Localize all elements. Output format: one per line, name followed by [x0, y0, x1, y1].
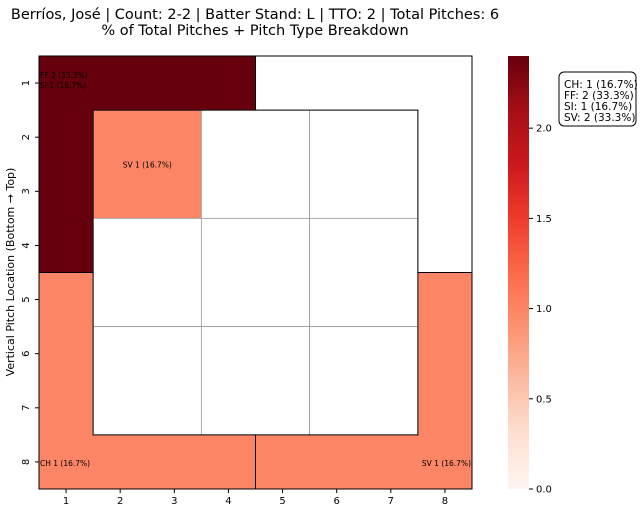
chart-title: Berríos, José | Count: 2-2 | Batter Stan…: [11, 7, 499, 23]
legend-entry-3: SV: 2 (33.3%): [564, 112, 635, 124]
x-tick-label-7: 7: [388, 496, 394, 507]
zone-label-bottom-left-outer-0: CH 1 (16.7%): [40, 459, 90, 468]
legend-entry-0: CH: 1 (16.7%): [564, 79, 638, 91]
strike-zone-border: [92, 109, 419, 436]
x-tick-label-3: 3: [171, 496, 177, 507]
y-axis: 1 2 3 4 5 6 7 8: [21, 80, 39, 465]
zone-label-bottom-right-outer-0: SV 1 (16.7%): [422, 459, 471, 468]
colorbar-axis: 0.0 0.5 1.0 1.5 2.0: [529, 124, 552, 496]
colorbar: [508, 56, 529, 489]
y-tick-label-8: 8: [21, 459, 32, 465]
inner-zone-r2c3: [309, 217, 419, 328]
zone-label-top-left-outer-0: FF 2 (33.3%): [40, 71, 88, 80]
colorbar-tick-label-0.0: 0.0: [536, 485, 552, 496]
inner-zone-r3c2: [200, 326, 311, 436]
y-tick-label-5: 5: [21, 296, 32, 302]
x-tick-label-6: 6: [334, 496, 340, 507]
inner-zone-r3c1: [92, 326, 202, 436]
legend-entry-2: SI: 1 (16.7%): [564, 101, 632, 113]
inner-zone-r1c3: [309, 109, 419, 219]
y-tick-label-1: 1: [21, 80, 32, 86]
chart-subtitle: % of Total Pitches + Pitch Type Breakdow…: [101, 23, 408, 39]
zone-label-top-left-outer-1: SI 1 (16.7%): [40, 81, 86, 90]
colorbar-tick-label-2.0: 2.0: [536, 124, 552, 135]
legend-box: [558, 71, 637, 127]
legend-entry-1: FF: 2 (33.3%): [564, 90, 634, 102]
colorbar-tick-label-1.5: 1.5: [536, 214, 552, 225]
y-tick-label-3: 3: [21, 188, 32, 194]
x-tick-label-1: 1: [63, 496, 69, 507]
inner-zones: [92, 109, 419, 436]
y-tick-label-6: 6: [21, 351, 32, 357]
y-axis-label: Vertical Pitch Location (Bottom → Top): [4, 168, 17, 377]
inner-zone-r1c2: [200, 109, 311, 219]
x-tick-label-2: 2: [117, 496, 123, 507]
legend-entries: CH: 1 (16.7%)FF: 2 (33.3%)SI: 1 (16.7%)S…: [564, 79, 638, 124]
colorbar-tick-label-1.0: 1.0: [536, 304, 552, 315]
y-tick-label-7: 7: [21, 405, 32, 411]
x-tick-label-4: 4: [225, 496, 231, 507]
inner-zone-r3c3: [309, 326, 419, 436]
inner-zone-r2c1: [92, 217, 202, 328]
x-tick-label-5: 5: [279, 496, 285, 507]
x-tick-label-8: 8: [442, 496, 448, 507]
zone-labels: FF 2 (33.3%)SI 1 (16.7%) CH 1 (16.7%) SV 1…: [40, 71, 471, 468]
y-tick-label-2: 2: [21, 134, 32, 140]
plot-frame: [38, 55, 473, 490]
inner-zone-r2c2: [200, 217, 311, 328]
inner-zone-label-r1c1: SV 1 (16.7%): [123, 160, 172, 169]
x-axis: 1 2 3 4 5 6 7 8: [63, 489, 448, 507]
inner-zone-r1c1: [92, 109, 202, 219]
colorbar-tick-label-0.5: 0.5: [536, 394, 552, 405]
y-tick-label-4: 4: [21, 242, 32, 248]
